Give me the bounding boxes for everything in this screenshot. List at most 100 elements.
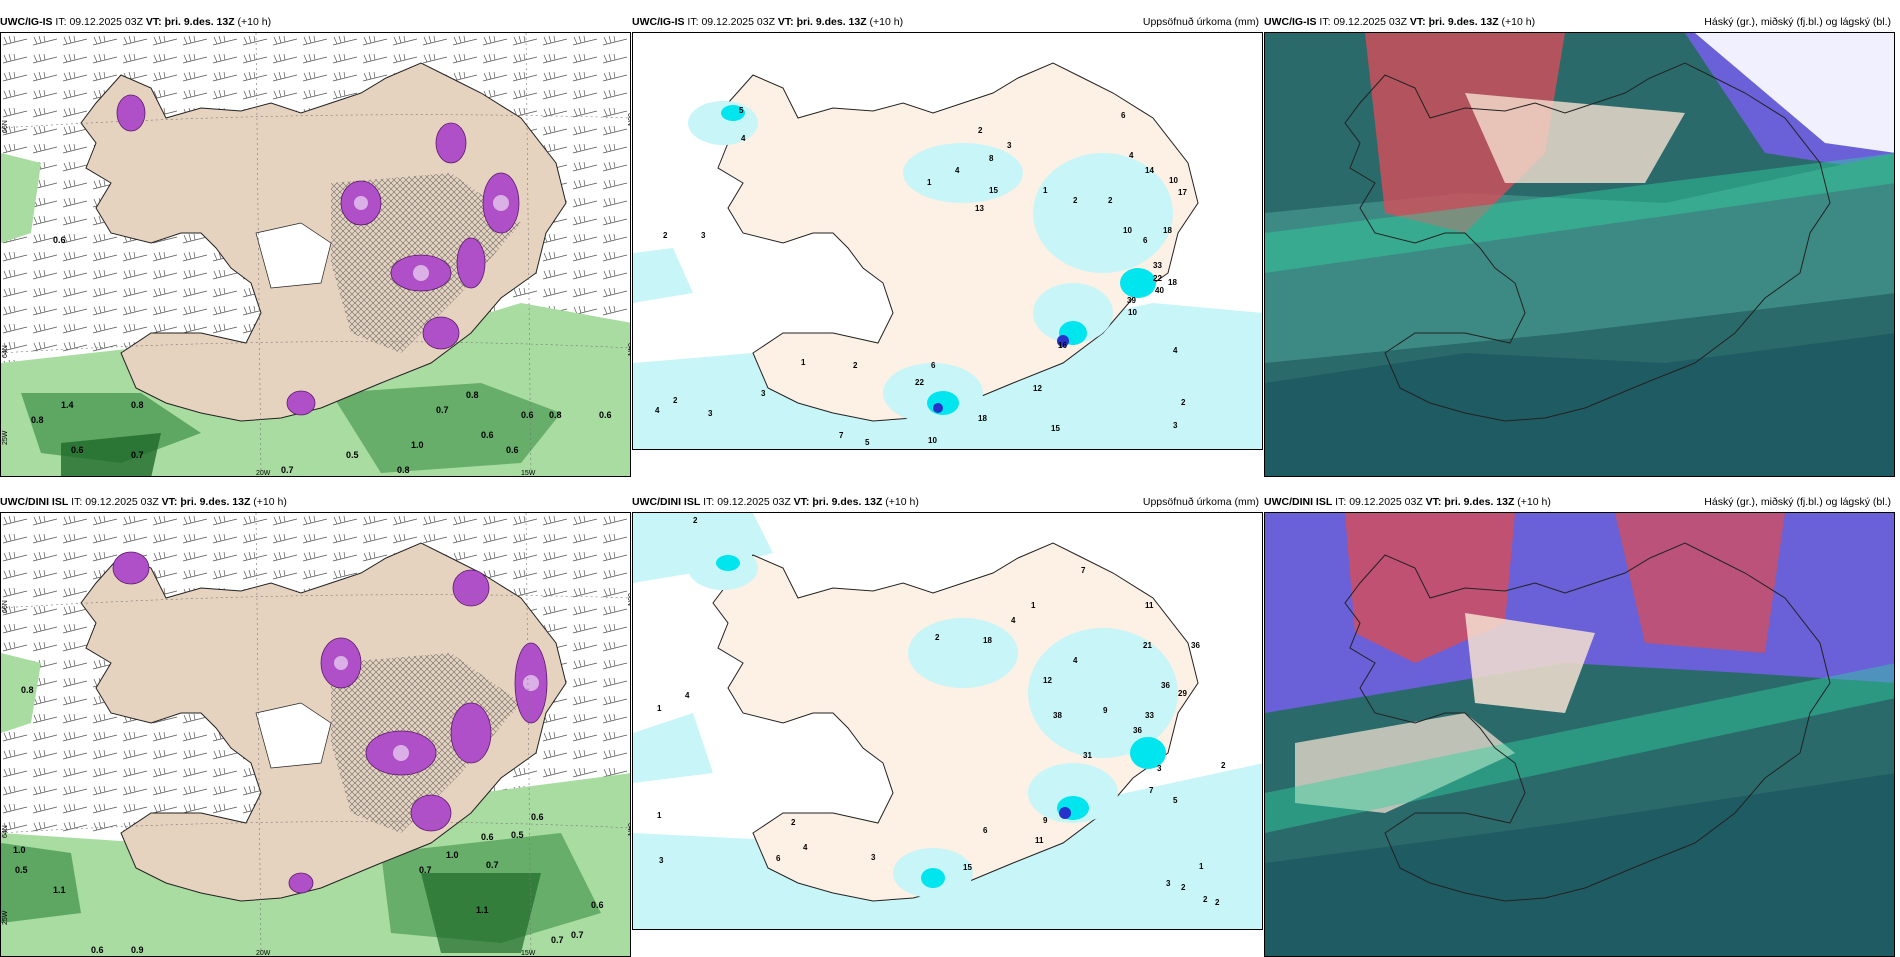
svg-text:2: 2	[1181, 398, 1186, 407]
svg-text:4: 4	[741, 134, 746, 143]
svg-text:0.9: 0.9	[131, 945, 144, 955]
panel-header: UWC/DINI ISL IT: 09.12.2025 03Z VT: þri.…	[0, 496, 287, 508]
svg-text:0.7: 0.7	[281, 465, 294, 475]
svg-text:0.6: 0.6	[521, 410, 534, 420]
svg-text:39: 39	[1127, 296, 1136, 305]
svg-text:20W: 20W	[256, 950, 271, 957]
svg-text:1: 1	[927, 178, 932, 187]
svg-text:0.7: 0.7	[419, 865, 432, 875]
panel-clouds-ig: UWC/IG-IS IT: 09.12.2025 03Z VT: þri. 9.…	[1264, 14, 1895, 477]
svg-text:2: 2	[673, 396, 678, 405]
svg-text:2: 2	[853, 361, 858, 370]
svg-text:0.6: 0.6	[481, 832, 494, 842]
svg-text:5: 5	[1173, 796, 1178, 805]
svg-text:0.7: 0.7	[486, 860, 499, 870]
svg-text:3: 3	[659, 856, 664, 865]
svg-text:5: 5	[739, 106, 744, 115]
svg-text:0.5: 0.5	[346, 450, 359, 460]
panel-header: UWC/IG-IS IT: 09.12.2025 03Z VT: þri. 9.…	[1264, 16, 1891, 28]
panel-header: UWC/IG-IS IT: 09.12.2025 03Z VT: þri. 9.…	[0, 16, 272, 28]
svg-text:2: 2	[791, 818, 796, 827]
svg-text:6: 6	[1143, 236, 1148, 245]
svg-text:64N: 64N	[626, 823, 631, 836]
map-clouds[interactable]	[1264, 512, 1895, 957]
svg-text:25W: 25W	[2, 430, 9, 445]
svg-text:40: 40	[1155, 286, 1164, 295]
panel-wind-snow-dini: UWC/DINI ISL IT: 09.12.2025 03Z VT: þri.…	[0, 494, 631, 957]
map-wind[interactable]: 0.8 1.0 0.5 1.1 0.6 0.9 0.7 1.0 0.7 0.6 …	[0, 512, 631, 957]
svg-text:21: 21	[1143, 641, 1152, 650]
svg-text:2: 2	[935, 633, 940, 642]
svg-text:11: 11	[1035, 836, 1044, 845]
svg-text:2: 2	[693, 516, 698, 525]
svg-text:0.8: 0.8	[466, 390, 479, 400]
svg-text:38: 38	[1053, 711, 1062, 720]
svg-text:10: 10	[1128, 308, 1137, 317]
svg-text:0.6: 0.6	[71, 445, 84, 455]
svg-text:64N: 64N	[2, 825, 9, 838]
svg-text:0.8: 0.8	[21, 685, 34, 695]
svg-text:2: 2	[978, 126, 983, 135]
svg-text:10: 10	[1123, 226, 1132, 235]
svg-text:1.0: 1.0	[13, 845, 26, 855]
svg-text:3: 3	[708, 409, 713, 418]
svg-text:4: 4	[1129, 151, 1134, 160]
svg-text:16: 16	[1058, 341, 1067, 350]
svg-text:10: 10	[1169, 176, 1178, 185]
panel-wind-snow-ig: UWC/IG-IS IT: 09.12.2025 03Z VT: þri. 9.…	[0, 14, 631, 477]
panel-header: UWC/IG-IS IT: 09.12.2025 03Z VT: þri. 9.…	[632, 16, 1259, 28]
svg-text:4: 4	[955, 166, 960, 175]
svg-text:33: 33	[1145, 711, 1154, 720]
svg-text:12: 12	[1043, 676, 1052, 685]
svg-text:7: 7	[1149, 786, 1154, 795]
svg-text:6: 6	[1121, 111, 1126, 120]
svg-text:0.6: 0.6	[506, 445, 519, 455]
svg-text:17: 17	[1178, 188, 1187, 197]
svg-text:6: 6	[776, 854, 781, 863]
svg-text:2: 2	[663, 231, 668, 240]
svg-text:25W: 25W	[2, 910, 9, 925]
map-wind[interactable]: 0.6 1.4 0.8 0.8 0.6 0.7 0.8 0.6 0.7 1.0 …	[0, 32, 631, 477]
svg-text:9: 9	[1103, 706, 1108, 715]
svg-text:66N: 66N	[626, 593, 631, 606]
svg-text:4: 4	[655, 406, 660, 415]
svg-text:0.8: 0.8	[549, 410, 562, 420]
svg-text:1: 1	[1043, 186, 1048, 195]
svg-text:10: 10	[928, 436, 937, 445]
svg-text:15: 15	[1051, 424, 1060, 433]
svg-text:0.8: 0.8	[131, 400, 144, 410]
panel-clouds-dini: UWC/DINI ISL IT: 09.12.2025 03Z VT: þri.…	[1264, 494, 1895, 957]
svg-text:6: 6	[931, 361, 936, 370]
map-precip[interactable]: 2 1 4 1 2 3 1 4 2 11 18 4 12 7 21 36 36 …	[632, 512, 1263, 930]
svg-text:15: 15	[963, 863, 972, 872]
svg-text:2: 2	[1108, 196, 1113, 205]
svg-text:36: 36	[1133, 726, 1142, 735]
svg-text:3: 3	[761, 389, 766, 398]
svg-text:0.7: 0.7	[436, 405, 449, 415]
svg-text:64N: 64N	[626, 343, 631, 356]
svg-text:3: 3	[871, 853, 876, 862]
svg-text:0.6: 0.6	[53, 235, 66, 245]
svg-text:3: 3	[1166, 879, 1171, 888]
svg-text:18: 18	[1163, 226, 1172, 235]
svg-text:0.6: 0.6	[591, 900, 604, 910]
svg-text:22: 22	[1153, 274, 1162, 283]
svg-text:4: 4	[1011, 616, 1016, 625]
panel-header: UWC/DINI ISL IT: 09.12.2025 03Z VT: þri.…	[1264, 496, 1891, 508]
svg-text:9: 9	[1043, 816, 1048, 825]
svg-text:20W: 20W	[256, 470, 271, 477]
svg-text:1.1: 1.1	[476, 905, 489, 915]
map-clouds[interactable]	[1264, 32, 1895, 477]
svg-text:18: 18	[1168, 278, 1177, 287]
svg-text:0.8: 0.8	[397, 465, 410, 475]
svg-text:1.1: 1.1	[53, 885, 66, 895]
svg-text:2: 2	[1181, 883, 1186, 892]
svg-text:18: 18	[978, 414, 987, 423]
svg-text:1: 1	[657, 704, 662, 713]
svg-text:18: 18	[983, 636, 992, 645]
svg-text:13: 13	[975, 204, 984, 213]
panel-precip-dini: UWC/DINI ISL IT: 09.12.2025 03Z VT: þri.…	[632, 494, 1263, 957]
map-precip[interactable]: 2 3 4 2 5 4 3 1 8 13 15 10 1 6 2 4 14 10…	[632, 32, 1263, 450]
svg-text:2: 2	[1073, 196, 1078, 205]
svg-text:33: 33	[1153, 261, 1162, 270]
